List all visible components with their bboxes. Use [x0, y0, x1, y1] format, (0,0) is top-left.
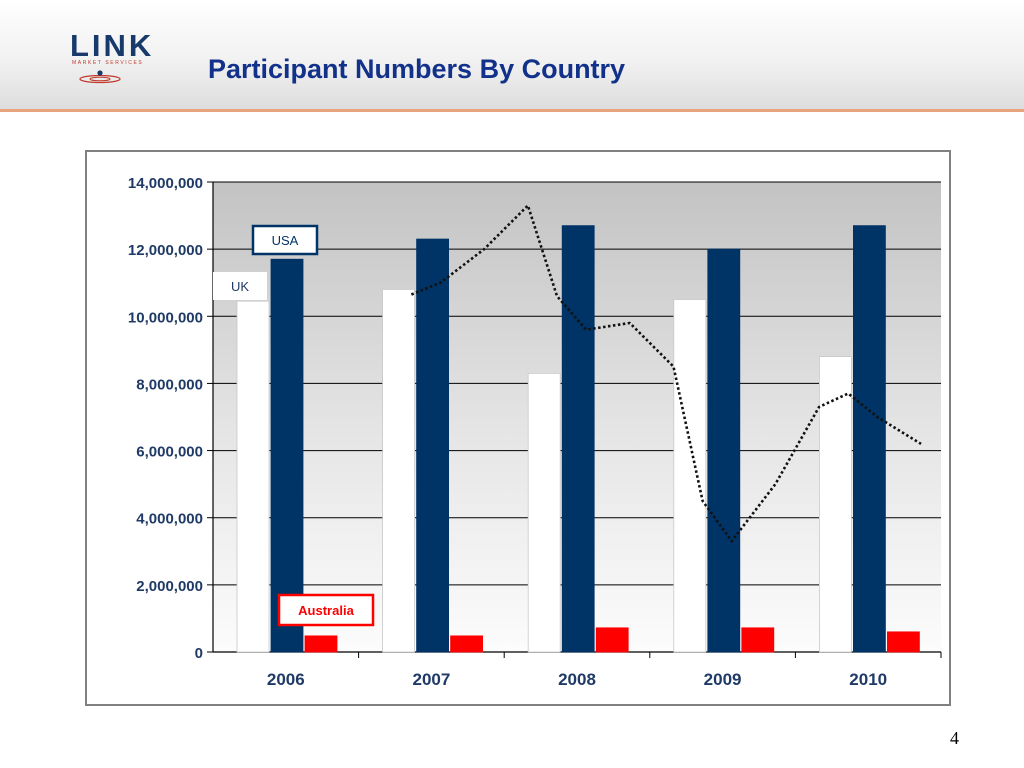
x-tick-label: 2008 [558, 670, 596, 689]
x-tick-label: 2010 [849, 670, 887, 689]
y-tick-label: 4,000,000 [136, 511, 203, 528]
page-title: Participant Numbers By Country [208, 54, 626, 84]
chart-frame: 0 2,000,000 4,000,000 6,000,000 8,000,000 10,… [85, 150, 951, 706]
bar-australia-2008 [595, 627, 629, 653]
bar-usa-2008 [561, 225, 595, 653]
bar-usa-2007 [416, 238, 450, 653]
bar-australia-2007 [450, 635, 484, 653]
link-logo: LINK MARKET SERVICES [70, 30, 165, 86]
x-tick-label: 2007 [412, 670, 450, 689]
bar-uk-2010 [819, 356, 852, 653]
logo-text: LINK [70, 28, 155, 63]
legend-box-uk [213, 272, 267, 300]
legend-label-uk: UK [231, 279, 249, 294]
y-tick-label: 6,000,000 [136, 444, 203, 461]
logo-subtext: MARKET SERVICES [72, 60, 144, 66]
bar-usa-2009 [707, 248, 741, 653]
y-tick-label: 14,000,000 [128, 175, 203, 192]
page-number: 4 [950, 728, 959, 748]
y-tick-label: 10,000,000 [128, 309, 203, 326]
bar-australia-2006 [304, 635, 338, 653]
bar-australia-2009 [741, 627, 775, 653]
legend-box-usa [251, 224, 319, 256]
participants-chart: 0 2,000,000 4,000,000 6,000,000 8,000,000 10,… [128, 175, 942, 689]
legend-box-australia [277, 593, 375, 627]
overlay-dotted-line [410, 204, 922, 543]
y-tick-label: 8,000,000 [136, 376, 203, 393]
bar-usa-2010 [853, 225, 886, 653]
bar-uk-2009 [673, 299, 707, 653]
bar-usa-2006 [270, 258, 304, 653]
legend-label-australia: Australia [298, 603, 354, 618]
bar-uk-2008 [527, 372, 561, 653]
y-tick-label: 2,000,000 [136, 578, 203, 595]
bar-uk-2006 [236, 300, 270, 653]
legend-label-usa: USA [272, 233, 299, 248]
header-band [0, 0, 1024, 112]
header-divider [0, 109, 1024, 112]
bar-uk-2007 [382, 289, 416, 653]
x-tick-label: 2006 [267, 670, 305, 689]
logo-ripple-icon [79, 70, 121, 84]
y-tick-label: 12,000,000 [128, 242, 203, 259]
bar-australia-2010 [887, 631, 920, 653]
x-tick-label: 2009 [704, 670, 742, 689]
y-tick-label: 0 [195, 645, 203, 662]
